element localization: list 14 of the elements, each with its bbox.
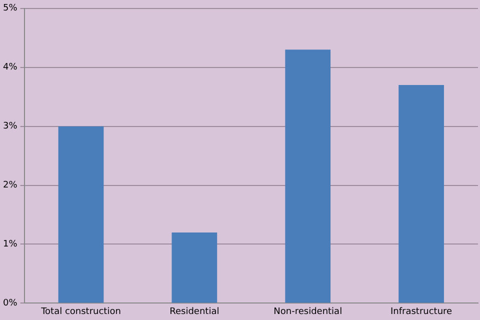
x-tick-label: Non-residential [274, 306, 342, 317]
bar [172, 232, 218, 303]
y-tick-label: 5% [2, 4, 18, 14]
y-tick-label: 0% [2, 298, 18, 309]
y-tick-label: 3% [2, 122, 18, 132]
bar [58, 126, 104, 303]
x-tick-label: Infrastructure [390, 306, 453, 317]
y-tick-label: 1% [2, 240, 18, 250]
bar [398, 85, 444, 303]
y-tick-label: 2% [2, 180, 18, 191]
y-tick-label: 4% [2, 62, 18, 73]
bar [285, 50, 331, 303]
x-tick-label: Total construction [40, 306, 121, 317]
x-tick-label: Residential [170, 306, 220, 317]
